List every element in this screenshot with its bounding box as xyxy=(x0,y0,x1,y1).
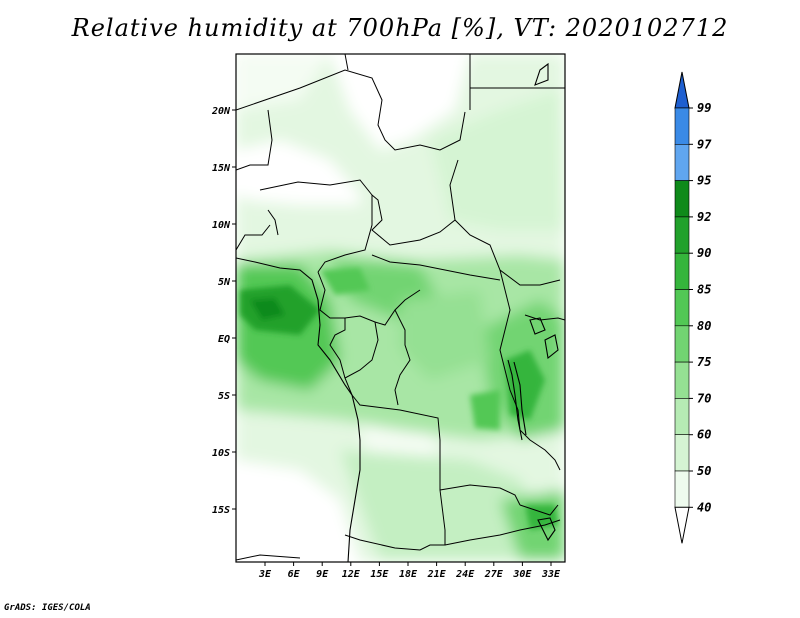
lat-tick-label: 20N xyxy=(211,106,231,117)
lat-tick-label: 15N xyxy=(212,163,231,174)
colorbar-segment xyxy=(674,325,690,363)
colorbar-label: 85 xyxy=(697,283,711,297)
longitude-axis: 3E 6E 9E 12E 15E 18E 21E 24E 27E 30E 33E xyxy=(258,562,561,580)
lat-tick-label: 5S xyxy=(218,391,230,402)
colorbar-segment xyxy=(674,398,690,435)
colorbar-segment xyxy=(674,470,690,508)
colorbar-label: 60 xyxy=(697,428,711,442)
colorbar-segment xyxy=(674,180,690,218)
lat-tick-label: 15S xyxy=(212,505,230,516)
chart-title: Relative humidity at 700hPa [%], VT: 202… xyxy=(71,14,729,42)
lon-tick-label: 18E xyxy=(399,569,418,580)
lon-tick-label: 9E xyxy=(316,569,329,580)
country-borders xyxy=(236,54,565,561)
colorbar-top-arrow xyxy=(674,71,690,109)
lon-tick-label: 12E xyxy=(342,569,361,580)
lon-tick-label: 15E xyxy=(370,569,389,580)
lon-tick-label: 6E xyxy=(288,569,301,580)
colorbar-label: 70 xyxy=(697,391,711,405)
colorbar: 99 97 95 92 90 85 80 75 70 60 50 40 xyxy=(674,71,712,544)
lat-tick-label: 10N xyxy=(212,220,231,231)
lon-tick-label: 24E xyxy=(455,569,475,580)
footer-credit: GrADS: IGES/COLA xyxy=(4,603,91,613)
lat-tick-label: 5N xyxy=(218,277,231,288)
lon-tick-label: 30E xyxy=(512,569,532,580)
lon-tick-label: 27E xyxy=(484,569,504,580)
colorbar-segment xyxy=(674,252,690,290)
colorbar-segment xyxy=(674,434,690,472)
colorbar-segment xyxy=(674,144,690,181)
lat-tick-label: EQ xyxy=(218,334,230,345)
colorbar-segment xyxy=(674,107,690,145)
colorbar-label: 92 xyxy=(697,210,711,224)
colorbar-label: 90 xyxy=(697,246,711,260)
colorbar-label: 80 xyxy=(697,319,711,333)
latitude-axis: 20N 15N 10N 5N EQ 5S 10S 15S xyxy=(211,106,236,516)
colorbar-segment xyxy=(674,216,690,254)
colorbar-label: 50 xyxy=(697,464,711,478)
lat-tick-label: 10S xyxy=(212,448,230,459)
colorbar-label: 95 xyxy=(697,174,711,188)
colorbar-label: 97 xyxy=(697,137,712,151)
colorbar-segment xyxy=(674,361,690,399)
map-panel xyxy=(235,53,566,563)
coastline-and-lakes xyxy=(236,62,559,562)
colorbar-bottom-arrow xyxy=(674,506,690,544)
colorbar-segment xyxy=(674,289,690,327)
colorbar-label: 75 xyxy=(697,355,711,369)
humidity-field xyxy=(236,54,565,562)
lon-tick-label: 33E xyxy=(541,569,561,580)
lon-tick-label: 3E xyxy=(258,569,272,580)
colorbar-label: 99 xyxy=(697,101,711,115)
colorbar-label: 40 xyxy=(697,500,711,514)
lon-tick-label: 21E xyxy=(427,569,447,580)
